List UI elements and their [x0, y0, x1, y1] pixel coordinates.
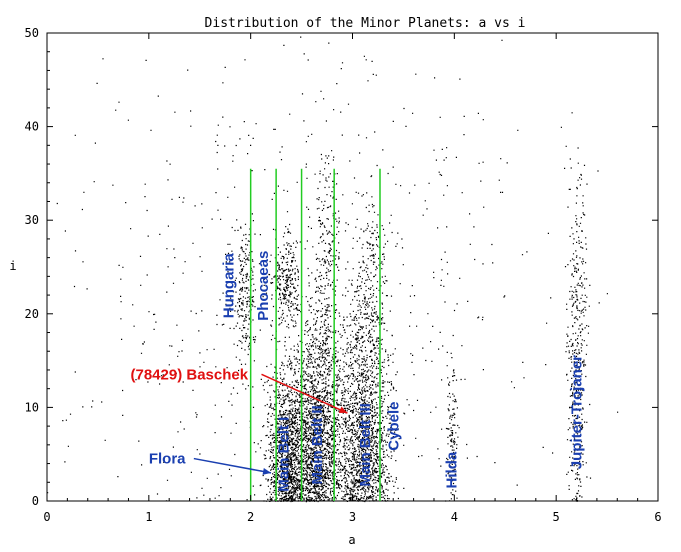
x-tick-label: 1: [145, 510, 152, 524]
x-tick-label: 3: [349, 510, 356, 524]
region-label: Hilda: [443, 451, 460, 488]
region-label: Hungaria: [220, 253, 237, 319]
y-tick-label: 20: [25, 307, 39, 321]
y-tick-label: 30: [25, 213, 39, 227]
x-tick-label: 5: [553, 510, 560, 524]
region-labels: Hungaria Phocaeas Main Belt I Main Belt II M…: [220, 251, 585, 492]
x-tick-label: 4: [451, 510, 458, 524]
annotations: Flora (78429) Baschek: [131, 366, 348, 475]
region-label: Cybele: [385, 402, 402, 451]
y-tick-label: 10: [25, 400, 39, 414]
boundary-lines: [249, 168, 381, 501]
annotation-arrowhead: [338, 406, 348, 414]
annotation-arrow: [261, 373, 348, 414]
y-axis-title: i: [9, 259, 16, 273]
annotation-arrowhead: [262, 468, 272, 475]
y-tick-label: 40: [25, 120, 39, 134]
region-label: Phocaeas: [255, 251, 272, 321]
region-label: Jupiter-Trojaner: [569, 355, 586, 469]
x-tick-label: 0: [43, 510, 50, 524]
annotation-label: Flora: [149, 451, 186, 468]
x-tick-label: 2: [247, 510, 254, 524]
region-label: Main Belt III: [357, 403, 374, 486]
scatter-points: [47, 36, 619, 503]
annotation-arrow: [193, 457, 272, 474]
annotation-label: (78429) Baschek: [131, 366, 249, 383]
asteroid-points: [47, 36, 619, 503]
region-label: Main Belt I: [275, 417, 292, 492]
x-tick-label: 6: [654, 510, 661, 524]
x-axis-title: a: [348, 533, 355, 547]
chart-title: Distribution of the Minor Planets: a vs …: [205, 16, 526, 31]
axis-ticks: 0 1 2 3 4 5 6 0 10 20 30 40 50: [25, 26, 662, 524]
y-tick-label: 0: [32, 494, 39, 508]
region-label: Main Belt II: [309, 405, 326, 484]
y-tick-label: 50: [25, 26, 39, 40]
